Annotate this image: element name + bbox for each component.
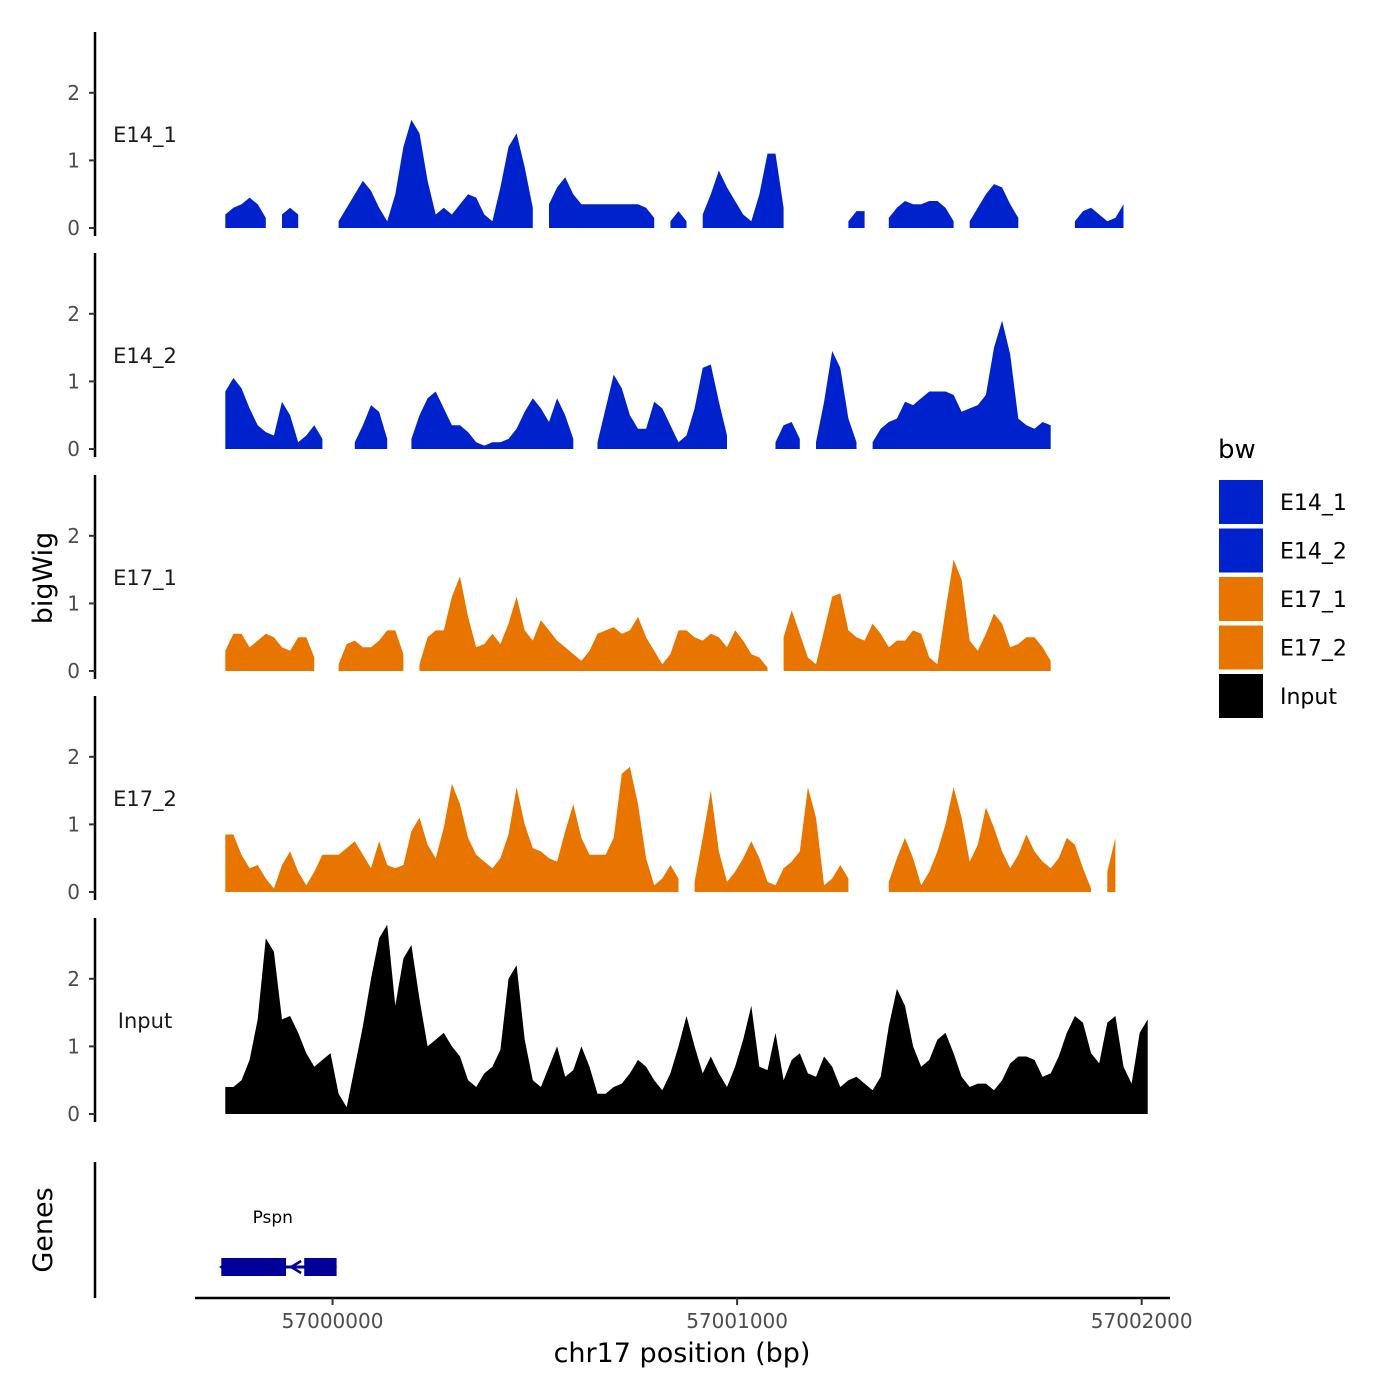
coverage-area [338,119,533,228]
y-tick-label: 1 [67,1034,80,1058]
y-tick-label: 1 [67,369,80,393]
panel-label: E14_2 [113,344,177,369]
x-axis: 57000000 57001000 57002000 chr17 position … [195,1296,1193,1369]
track-e14-1: 0 1 2 E14_1 [67,32,1124,240]
y-tick-label: 2 [67,967,80,991]
coverage-area [670,211,687,228]
coverage-area [872,320,1051,449]
gene-model-pspn: Pspn [219,1208,337,1276]
legend-swatch [1219,577,1263,621]
y-tick-label: 2 [67,81,80,105]
x-tick-label: 57000000 [282,1309,384,1333]
coverage-area [225,924,1148,1114]
legend: bw E14_1 E14_2 E17_1 E17_2 Input [1218,435,1347,718]
coverage-area [783,559,1051,671]
coverage-area [1074,204,1124,228]
track-e17-2: 0 1 2 E17_2 [67,696,1116,904]
legend-label: E14_2 [1280,540,1347,565]
gene-exon [221,1258,287,1276]
legend-title: bw [1218,435,1256,465]
y-tick-label: 0 [67,437,80,461]
coverage-area [888,201,954,228]
coverage-area [694,787,849,892]
y-axis-title: bigWig [28,532,59,625]
panel-label: Input [118,1009,172,1033]
coverage-area [969,184,1019,228]
track-e17-1: 0 1 2 E17_1 [67,475,1051,683]
legend-swatch [1219,528,1263,573]
gene-exon [304,1258,337,1276]
panel-label: E17_2 [113,787,177,812]
y-tick-label: 0 [67,216,80,240]
track-e14-2: 0 1 2 E14_2 [67,253,1051,461]
coverage-area [354,405,388,449]
coverage-area [225,633,315,671]
coverage-area [549,177,655,228]
coverage-area [702,153,784,228]
y-tick-label: 0 [67,880,80,904]
x-axis-ticks: 57000000 57001000 57002000 [282,1298,1193,1333]
panel-label: E17_1 [113,566,177,591]
gene-track-title: Genes [28,1187,59,1272]
coverage-area [225,766,679,892]
coverage-area [338,630,404,671]
legend-swatch [1219,480,1263,524]
strand-arrow-icon [288,1259,302,1275]
y-tick-label: 0 [67,659,80,683]
coverage-area [775,422,800,449]
x-axis-title: chr17 position (bp) [554,1338,811,1369]
coverage-area [411,391,574,449]
panel-label: E14_1 [113,123,177,148]
legend-swatch [1219,674,1263,718]
gene-track: Genes Pspn [28,1162,337,1298]
y-tick-label: 1 [67,148,80,172]
legend-label: E17_2 [1280,637,1347,662]
track-input: 0 1 2 Input [67,918,1148,1126]
y-tick-label: 1 [67,812,80,836]
legend-label: E14_1 [1280,491,1347,516]
y-tick-label: 2 [67,524,80,548]
legend-label: E17_1 [1280,588,1347,613]
coverage-area [816,351,857,449]
track-panels: 0 1 2 E14_1 0 1 2 E14_2 0 1 2 E17_1 0 1 2 E17_2 0 1 2 Input [67,32,1148,1126]
coverage-area [282,207,299,228]
coverage-area [597,364,727,449]
coverage-area [1107,837,1116,892]
x-tick-label: 57001000 [686,1309,788,1333]
coverage-area [419,576,768,671]
legend-swatch [1219,625,1263,670]
y-tick-label: 1 [67,591,80,615]
coverage-area [225,378,323,449]
coverage-area [225,197,266,228]
legend-label: Input [1280,685,1337,710]
coverage-area [848,211,865,228]
y-tick-label: 2 [67,745,80,769]
x-tick-label: 57002000 [1091,1309,1193,1333]
coverage-area [888,787,1092,892]
gene-label: Pspn [253,1208,293,1228]
y-tick-label: 0 [67,1102,80,1126]
y-tick-label: 2 [67,302,80,326]
strand-arrow-icon [219,1261,227,1273]
